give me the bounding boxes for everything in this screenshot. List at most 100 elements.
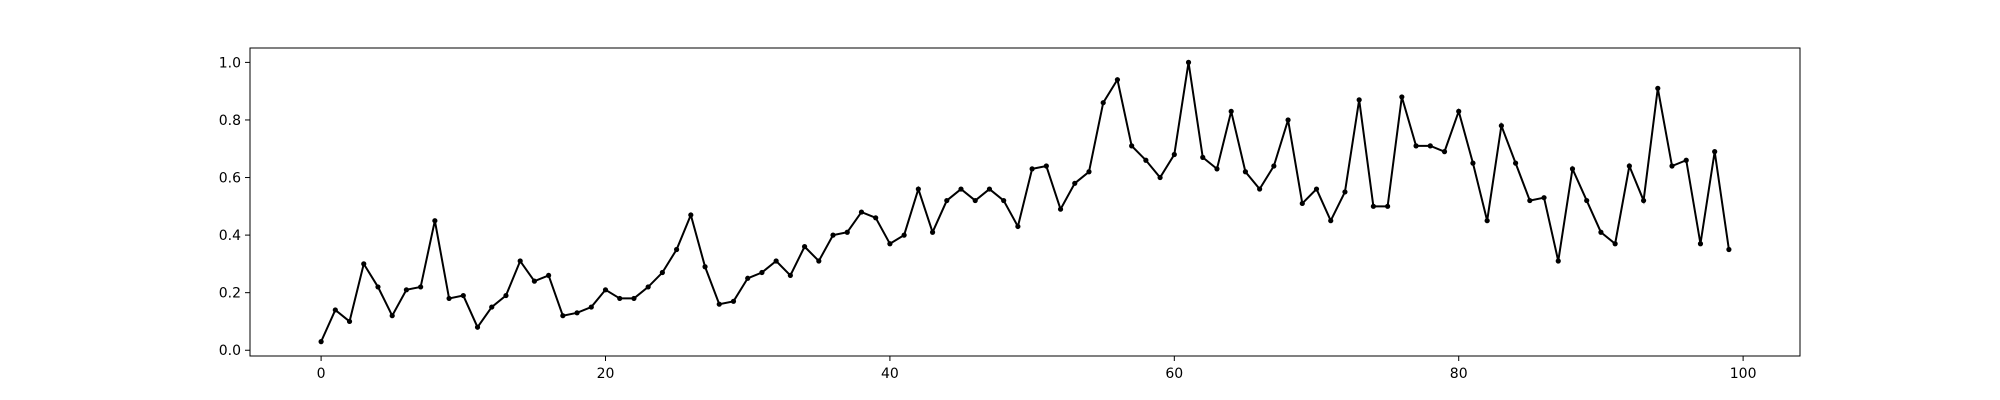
data-point	[1043, 163, 1049, 169]
data-point	[1427, 143, 1433, 149]
y-tick-label: 0.0	[219, 343, 241, 359]
data-point	[1712, 149, 1718, 155]
data-point	[915, 186, 921, 192]
axes-frame	[249, 47, 1801, 357]
x-tick-label: 20	[597, 366, 615, 382]
data-point	[418, 284, 424, 290]
data-point	[873, 215, 879, 221]
data-point	[1143, 157, 1149, 163]
data-point	[1555, 258, 1561, 264]
data-point	[1569, 166, 1576, 172]
data-point	[617, 295, 623, 302]
data-point	[503, 292, 509, 299]
data-point	[531, 278, 538, 284]
data-point	[759, 269, 765, 276]
data-point	[361, 261, 367, 267]
data-point	[602, 287, 609, 293]
data-point	[1484, 218, 1490, 224]
data-point	[546, 272, 552, 279]
data-point	[332, 307, 338, 313]
data-point	[346, 318, 353, 325]
data-point	[1342, 189, 1348, 195]
data-point	[773, 258, 779, 264]
data-point	[1072, 180, 1078, 186]
data-point	[816, 258, 822, 264]
data-point	[858, 209, 865, 215]
data-point	[1015, 223, 1021, 230]
data-point	[986, 186, 993, 192]
data-point	[787, 272, 793, 279]
data-point	[389, 313, 395, 319]
data-point	[1640, 197, 1647, 204]
data-point	[1214, 166, 1220, 172]
data-point	[1129, 143, 1135, 149]
data-point	[1285, 117, 1291, 123]
data-point	[1669, 163, 1675, 169]
data-point	[1171, 151, 1177, 158]
data-point	[460, 292, 466, 299]
x-tick-label: 60	[1165, 366, 1183, 382]
data-point	[489, 304, 495, 310]
data-point	[1157, 174, 1163, 181]
data-point	[1655, 85, 1661, 91]
data-point	[1029, 166, 1035, 172]
data-point	[1626, 163, 1632, 169]
data-point	[1441, 149, 1448, 155]
data-point	[318, 339, 324, 345]
data-point	[375, 284, 381, 290]
data-point	[1114, 77, 1121, 83]
x-tick-label: 40	[881, 366, 899, 382]
data-point	[1242, 169, 1249, 175]
y-tick-label: 0.4	[219, 228, 241, 244]
data-point	[1512, 160, 1519, 166]
tick-layer: 0 20 40 60 80 100 0.0 0.2 0.4 0.6 0.8 1.0	[219, 55, 1757, 382]
data-point	[730, 298, 737, 304]
data-point	[574, 310, 580, 316]
data-point	[1001, 197, 1007, 204]
x-tick-label: 0	[317, 366, 326, 382]
x-tick-label: 80	[1450, 366, 1468, 382]
data-point	[716, 301, 722, 307]
data-point	[830, 232, 836, 238]
data-point	[887, 241, 893, 247]
x-tick-label: 100	[1730, 366, 1757, 382]
data-point	[517, 258, 523, 264]
data-point	[1271, 163, 1277, 169]
data-point	[901, 232, 907, 238]
data-point	[972, 197, 978, 204]
data-point	[1683, 157, 1689, 163]
data-point	[446, 295, 452, 302]
data-point	[1726, 246, 1732, 253]
data-point	[1200, 154, 1206, 160]
data-point	[688, 212, 694, 218]
data-point	[1313, 186, 1320, 192]
series-line	[320, 62, 1730, 343]
data-point	[1697, 241, 1704, 247]
data-point	[1057, 206, 1064, 212]
data-point	[929, 229, 936, 235]
data-point	[1456, 108, 1462, 114]
data-point	[403, 287, 410, 293]
data-point	[1541, 195, 1547, 201]
data-point	[1598, 229, 1604, 235]
data-point	[1470, 160, 1476, 166]
data-point	[958, 186, 964, 192]
y-tick-label: 1.0	[219, 55, 241, 71]
data-point	[645, 284, 651, 290]
data-point	[1299, 200, 1305, 207]
data-point	[588, 304, 594, 310]
y-tick-label: 0.8	[219, 113, 241, 129]
data-point	[674, 246, 680, 253]
data-points	[318, 59, 1732, 345]
data-point	[1228, 108, 1234, 114]
data-point	[1612, 241, 1618, 247]
data-point	[1370, 203, 1376, 209]
data-point	[1100, 100, 1106, 106]
y-tick-label: 0.6	[219, 171, 241, 187]
data-point	[944, 197, 950, 204]
data-point	[1086, 169, 1092, 175]
data-point	[1356, 97, 1362, 103]
data-point	[801, 244, 808, 250]
data-point	[631, 295, 637, 302]
